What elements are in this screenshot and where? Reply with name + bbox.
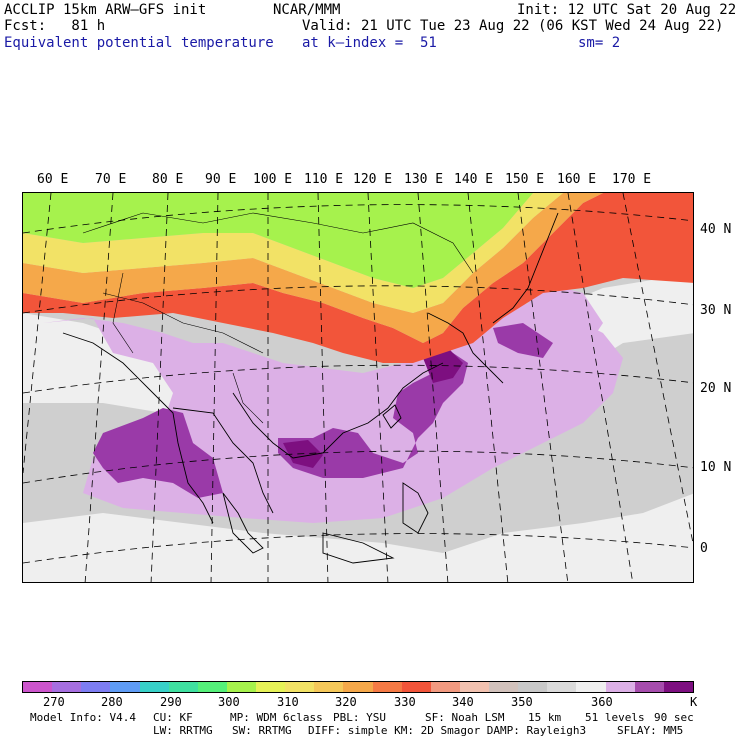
lat-label: 10 N bbox=[700, 460, 732, 475]
colorbar-swatch bbox=[256, 682, 286, 692]
lon-label: 60 E bbox=[37, 172, 69, 187]
footer-timestep: 90 sec bbox=[654, 711, 694, 724]
lat-label: 40 N bbox=[700, 222, 732, 237]
light-field bbox=[23, 493, 693, 582]
colorbar-tick: 350 bbox=[511, 695, 533, 709]
colorbar bbox=[22, 681, 694, 693]
warm-band bbox=[23, 193, 603, 343]
init-time: Init: 12 UTC Sat 20 Aug 22 bbox=[517, 2, 737, 18]
colorbar-swatch bbox=[139, 682, 169, 692]
colorbar-swatch bbox=[343, 682, 373, 692]
lon-label: 160 E bbox=[557, 172, 597, 187]
colorbar-tick: 280 bbox=[101, 695, 123, 709]
lilac-field bbox=[523, 283, 603, 353]
footer-sf: SF: Noah LSM bbox=[425, 711, 505, 724]
colorbar-tick: 300 bbox=[218, 695, 240, 709]
lon-label: 80 E bbox=[152, 172, 184, 187]
footer-levels: 51 levels bbox=[585, 711, 645, 724]
purple-field bbox=[93, 408, 223, 498]
colorbar-swatch bbox=[459, 682, 489, 692]
colorbar-tick: 340 bbox=[452, 695, 474, 709]
lat-label: 20 N bbox=[700, 381, 732, 396]
colorbar-swatch bbox=[372, 682, 402, 692]
colorbar-swatch bbox=[576, 682, 606, 692]
model-title: ACCLIP 15km ARW–GFS init bbox=[4, 2, 207, 18]
colorbar-swatch bbox=[634, 682, 664, 692]
colorbar-tick: 310 bbox=[277, 695, 299, 709]
colorbar-swatch bbox=[489, 682, 519, 692]
borders bbox=[82, 212, 474, 424]
map-panel bbox=[22, 192, 694, 583]
colorbar-swatch bbox=[401, 682, 431, 692]
colorbar-swatch bbox=[314, 682, 344, 692]
colorbar-swatch bbox=[81, 682, 111, 692]
colorbar-swatch bbox=[605, 682, 635, 692]
cold-field bbox=[23, 193, 533, 288]
colorbar-swatch bbox=[518, 682, 548, 692]
colorbar-swatch bbox=[430, 682, 460, 692]
smoothing-info: sm= 2 bbox=[578, 35, 621, 51]
colorbar-swatch bbox=[197, 682, 227, 692]
lon-label: 90 E bbox=[205, 172, 237, 187]
colorbar-swatch bbox=[285, 682, 315, 692]
lat-label: 0 bbox=[700, 541, 708, 556]
purple-field bbox=[278, 353, 468, 478]
lon-label: 100 E bbox=[253, 172, 293, 187]
colorbar-swatch bbox=[547, 682, 577, 692]
colorbar-swatch bbox=[226, 682, 256, 692]
colorbar-swatch bbox=[52, 682, 82, 692]
center-name: NCAR/MMM bbox=[273, 2, 341, 18]
lon-label: 130 E bbox=[404, 172, 444, 187]
field-name: Equivalent potential temperature bbox=[4, 35, 274, 51]
footer-sflay: SFLAY: MM5 bbox=[617, 724, 684, 737]
colorbar-tick: 290 bbox=[160, 695, 182, 709]
footer-mp: MP: WDM 6class bbox=[230, 711, 323, 724]
theta-e-map bbox=[23, 193, 693, 582]
lon-label: 70 E bbox=[95, 172, 127, 187]
footer-resolution: 15 km bbox=[528, 711, 562, 724]
colorbar-tick: 270 bbox=[43, 695, 65, 709]
colorbar-tick: 360 bbox=[591, 695, 613, 709]
valid-time: Valid: 21 UTC Tue 23 Aug 22 (06 KST Wed … bbox=[302, 18, 724, 34]
forecast-hour: Fcst: 81 h bbox=[4, 18, 106, 34]
lon-label: 120 E bbox=[353, 172, 393, 187]
footer-diff: DIFF: simple KM: 2D Smagor DAMP: Rayleig… bbox=[308, 724, 587, 737]
colorbar-tick: 320 bbox=[335, 695, 357, 709]
lon-label: 110 E bbox=[304, 172, 344, 187]
colorbar-tick: 330 bbox=[394, 695, 416, 709]
footer-model-info: Model Info: V4.4 bbox=[30, 711, 136, 724]
footer-pbl: PBL: YSU bbox=[333, 711, 386, 724]
footer-lw: LW: RRTMG bbox=[153, 724, 213, 737]
graticule bbox=[23, 193, 693, 582]
colorbar-swatch bbox=[663, 682, 693, 692]
colorbar-swatch bbox=[110, 682, 140, 692]
lat-label: 30 N bbox=[700, 303, 732, 318]
colorbar-unit: K bbox=[690, 695, 698, 709]
colorbar-swatch bbox=[23, 682, 53, 692]
footer-sw: SW: RRTMG bbox=[232, 724, 292, 737]
coastlines bbox=[62, 212, 559, 564]
lon-label: 140 E bbox=[454, 172, 494, 187]
colorbar-swatch bbox=[168, 682, 198, 692]
lon-label: 170 E bbox=[612, 172, 652, 187]
footer-cu: CU: KF bbox=[153, 711, 193, 724]
level-info: at k–index = 51 bbox=[302, 35, 437, 51]
lon-label: 150 E bbox=[505, 172, 545, 187]
